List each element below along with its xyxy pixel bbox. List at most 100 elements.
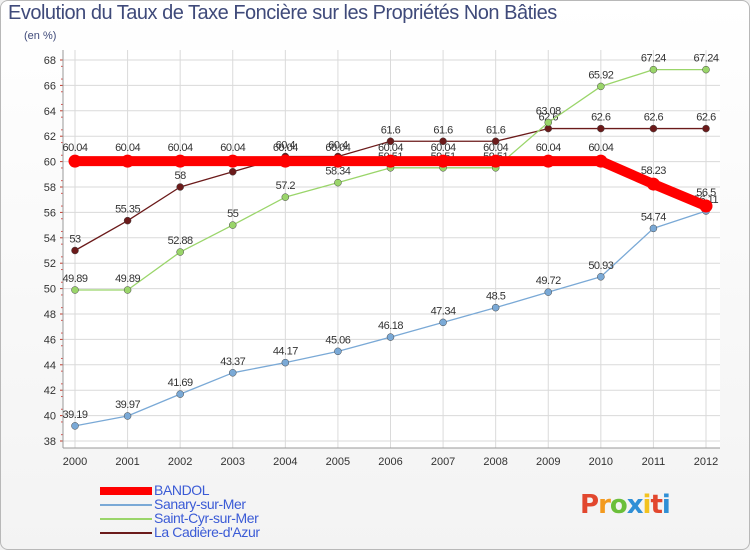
- data-label-bandol: 60.04: [483, 142, 508, 154]
- y-tick-label: 48: [44, 309, 56, 321]
- legend-swatch: [100, 487, 152, 495]
- data-label-bandol: 60.04: [431, 142, 456, 154]
- legend-item-sanary-sur-mer: Sanary-sur-Mer: [100, 496, 360, 512]
- data-label-sanary-sur-mer: 49.72: [536, 275, 561, 287]
- data-label-la-cadi-re-d-azur: 53: [69, 234, 81, 246]
- data-point-saint-cyr-sur-mer: [71, 286, 79, 294]
- data-point-la-cadi-re-d-azur: [71, 246, 79, 255]
- data-label-saint-cyr-sur-mer: 65.92: [588, 69, 613, 81]
- data-label-bandol: 60.04: [536, 142, 561, 154]
- data-label-la-cadi-re-d-azur: 62.6: [591, 112, 611, 124]
- legend-item-saint-cyr-sur-mer: Saint-Cyr-sur-Mer: [100, 510, 360, 526]
- data-point-sanary-sur-mer: [439, 318, 447, 327]
- x-tick-label: 2009: [536, 456, 560, 468]
- data-point-la-cadi-re-d-azur: [176, 183, 184, 191]
- proxiti-logo: Proxiti: [580, 490, 671, 520]
- data-point-bandol: [384, 154, 397, 168]
- data-label-sanary-sur-mer: 41.69: [168, 377, 193, 389]
- data-point-la-cadi-re-d-azur: [649, 124, 658, 133]
- y-tick-label: 68: [44, 55, 56, 67]
- data-point-sanary-sur-mer: [597, 273, 605, 281]
- y-tick-label: 40: [44, 411, 56, 423]
- legend-label: La Cadière-d'Azur: [154, 524, 260, 540]
- y-tick-label: 58: [44, 182, 56, 194]
- logo-letter: x: [626, 490, 644, 520]
- legend-swatch: [100, 504, 152, 506]
- logo-letter: P: [580, 490, 599, 520]
- legend: BANDOL Sanary-sur-Mer Saint-Cyr-sur-Mer La …: [100, 482, 360, 540]
- data-label-bandol: 60.04: [273, 142, 298, 154]
- y-tick-label: 42: [44, 385, 56, 397]
- data-point-la-cadi-re-d-azur: [229, 168, 237, 176]
- data-point-sanary-sur-mer: [123, 412, 132, 420]
- legend-label: BANDOL: [154, 482, 210, 498]
- logo-letter: i: [642, 490, 652, 520]
- y-tick-label: 52: [44, 258, 56, 270]
- x-tick-label: 2000: [63, 456, 87, 468]
- legend-swatch: [100, 518, 152, 520]
- data-point-bandol: [68, 154, 82, 168]
- x-tick-label: 2002: [168, 456, 192, 468]
- logo-letter: r: [598, 490, 611, 520]
- data-point-bandol: [594, 154, 608, 168]
- data-point-saint-cyr-sur-mer: [649, 65, 658, 74]
- x-tick-label: 2010: [589, 456, 613, 468]
- data-point-la-cadi-re-d-azur: [597, 124, 605, 133]
- logo-letter: t: [650, 490, 662, 520]
- legend-swatch: [100, 532, 152, 534]
- y-tick-label: 44: [44, 360, 56, 372]
- data-point-saint-cyr-sur-mer: [334, 178, 342, 187]
- data-point-bandol: [436, 154, 450, 168]
- data-label-bandol: 60.04: [378, 142, 403, 154]
- x-tick-label: 2007: [431, 456, 455, 468]
- x-tick-label: 2005: [326, 456, 350, 468]
- data-label-sanary-sur-mer: 54.74: [641, 211, 666, 223]
- data-point-sanary-sur-mer: [386, 333, 395, 341]
- y-tick-label: 50: [44, 284, 56, 296]
- y-tick-label: 38: [44, 436, 56, 448]
- data-point-saint-cyr-sur-mer: [281, 193, 290, 201]
- data-label-saint-cyr-sur-mer: 52.88: [168, 235, 193, 247]
- data-label-sanary-sur-mer: 46.18: [378, 320, 403, 332]
- x-tick-label: 2006: [378, 456, 402, 468]
- data-label-bandol: 60.04: [168, 142, 193, 154]
- data-label-sanary-sur-mer: 48.5: [486, 291, 506, 303]
- y-tick-label: 60: [44, 157, 56, 169]
- data-point-bandol: [699, 199, 713, 213]
- data-point-bandol: [226, 154, 240, 168]
- y-tick-label: 56: [44, 207, 56, 219]
- data-label-bandol: 56.5: [696, 187, 716, 199]
- data-point-bandol: [541, 154, 555, 168]
- data-label-bandol: 58.23: [641, 165, 666, 177]
- data-label-la-cadi-re-d-azur: 62.6: [696, 112, 716, 124]
- data-point-sanary-sur-mer: [649, 224, 658, 233]
- data-label-la-cadi-re-d-azur: 60.4: [328, 140, 348, 152]
- data-point-sanary-sur-mer: [544, 288, 552, 296]
- data-point-bandol: [331, 154, 345, 168]
- data-label-saint-cyr-sur-mer: 49.89: [62, 273, 87, 285]
- data-label-la-cadi-re-d-azur: 61.6: [381, 124, 401, 136]
- x-tick-label: 2003: [221, 456, 245, 468]
- data-label-sanary-sur-mer: 45.06: [325, 334, 350, 346]
- data-point-bandol: [489, 154, 503, 168]
- x-tick-label: 2012: [694, 456, 718, 468]
- data-label-la-cadi-re-d-azur: 62.6: [539, 112, 559, 124]
- data-label-la-cadi-re-d-azur: 60.4: [276, 140, 296, 152]
- data-point-bandol: [646, 177, 660, 191]
- data-point-saint-cyr-sur-mer: [229, 221, 237, 229]
- legend-item-bandol: BANDOL: [100, 482, 360, 498]
- data-point-sanary-sur-mer: [176, 390, 184, 398]
- data-label-la-cadi-re-d-azur: 58: [175, 170, 187, 182]
- data-label-sanary-sur-mer: 43.37: [220, 356, 245, 368]
- data-label-saint-cyr-sur-mer: 55: [227, 208, 239, 220]
- plot-area: [63, 50, 720, 448]
- legend-label: Saint-Cyr-sur-Mer: [154, 510, 259, 526]
- data-point-saint-cyr-sur-mer: [176, 248, 184, 256]
- x-tick-label: 2008: [483, 456, 507, 468]
- data-label-bandol: 60.04: [588, 142, 613, 154]
- legend-label: Sanary-sur-Mer: [154, 496, 246, 512]
- data-label-bandol: 60.04: [115, 142, 140, 154]
- data-point-sanary-sur-mer: [491, 303, 500, 312]
- data-point-la-cadi-re-d-azur: [439, 137, 447, 146]
- data-point-bandol: [173, 154, 187, 168]
